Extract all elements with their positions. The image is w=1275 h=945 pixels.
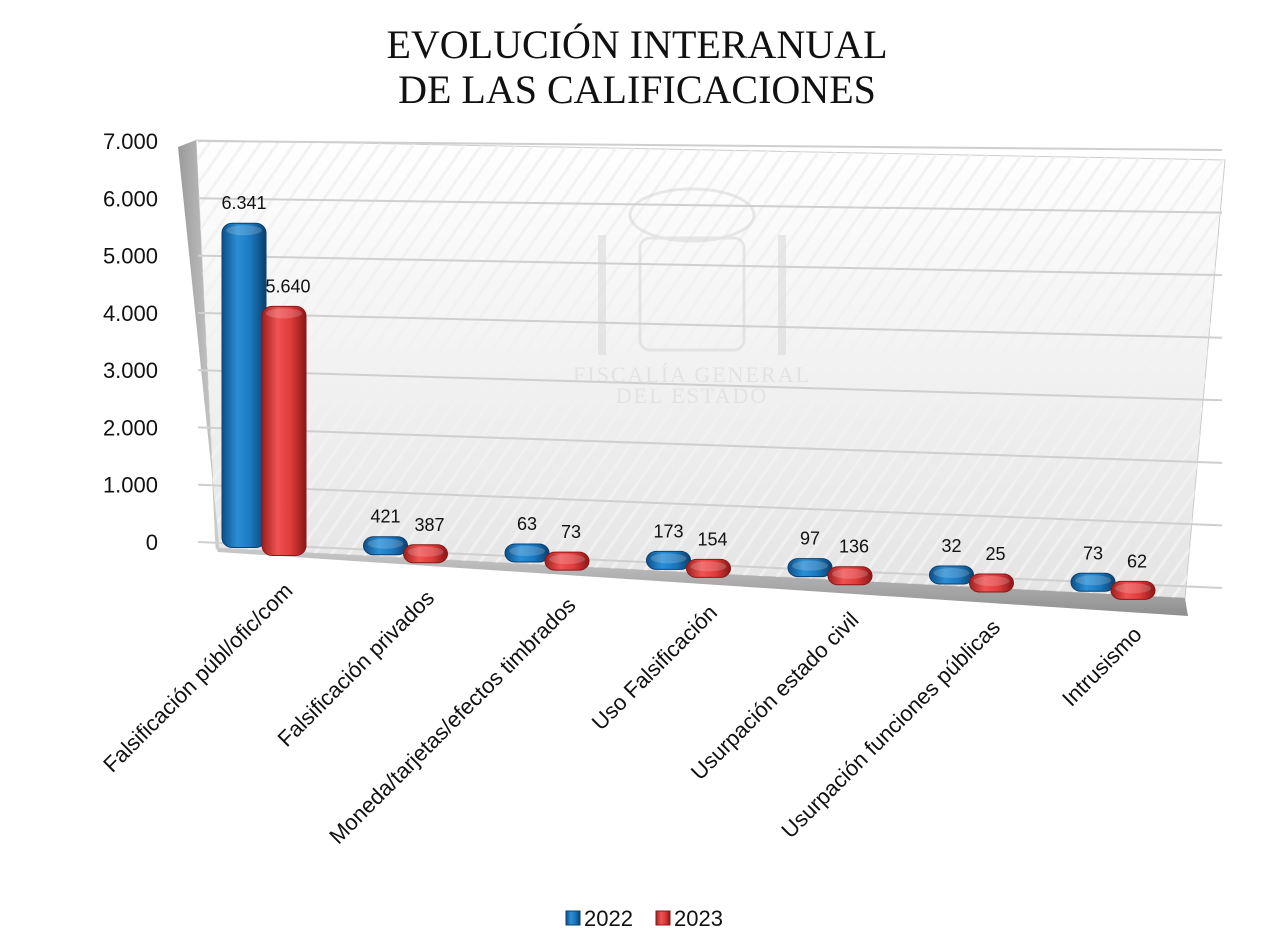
bar-highlight: [226, 225, 262, 236]
value-label-2023-3: 73: [561, 522, 581, 542]
y-tick-label: 5.000: [103, 244, 158, 269]
legend-swatch-2023: [655, 910, 671, 926]
value-label-2023-4: 154: [697, 529, 727, 549]
value-label-2022-1: 6.341: [221, 193, 266, 213]
bar-2023-4: [686, 558, 731, 578]
value-label-2023-5: 136: [839, 537, 869, 557]
floor: [216, 548, 1188, 616]
y-axis-tick-labels: 0 1.000 2.000 3.000 4.000 5.000 6.000 7.000: [103, 129, 158, 555]
value-label-2022-5: 97: [800, 529, 820, 549]
bar-2023-3: [544, 551, 590, 571]
value-label-2022-4: 173: [653, 521, 683, 541]
bar-2022-7: [1070, 572, 1116, 592]
y-tick-label: 1.000: [103, 473, 158, 498]
value-labels: 6.341 5.640 421 387 63 73 173 154 97 136 32 25 73 62: [221, 193, 1147, 571]
gridline: [197, 426, 1223, 464]
gridline: [197, 369, 1223, 402]
y-tick-label: 4.000: [103, 301, 158, 326]
value-label-2022-7: 73: [1083, 543, 1103, 563]
chart-title-line-1: EVOLUCIÓN INTERANUAL: [386, 22, 887, 67]
x-category-label-7: Intrusismo: [1057, 622, 1146, 711]
y-tick-label: 7.000: [103, 129, 158, 154]
bar-highlight: [690, 561, 727, 572]
bar-highlight: [832, 568, 868, 579]
x-category-label-4: Uso Falsificación: [587, 600, 722, 735]
side-wall: [178, 140, 220, 552]
x-category-label-5: Usurpación estado civil: [686, 607, 864, 785]
watermark-text-2: DEL ESTADO: [616, 383, 768, 408]
bar-2023-1: [261, 305, 307, 557]
bar-highlight: [933, 567, 970, 578]
legend: 2022 2023: [565, 906, 723, 931]
bar-2022-5: [787, 558, 833, 578]
emblem-shield-shape: [638, 236, 746, 352]
bar-2023-2: [403, 544, 448, 564]
y-tick-label: 3.000: [103, 358, 158, 383]
x-category-label-3: Moneda/tarjetas/efectos timbrados: [324, 592, 580, 848]
gridline: [197, 140, 1223, 151]
legend-swatch-2022: [565, 910, 581, 926]
y-tick-label: 2.000: [103, 415, 158, 440]
bar-highlight: [650, 553, 687, 564]
bar-highlight: [549, 554, 585, 565]
bar-highlight: [1115, 583, 1151, 594]
bar-2022-2: [363, 536, 408, 556]
bar-highlight: [367, 538, 404, 549]
gridline: [197, 483, 1223, 527]
plot-frame: [178, 139, 1226, 616]
value-label-2022-2: 421: [370, 507, 400, 527]
value-label-2023-1: 5.640: [265, 276, 310, 296]
bar-highlight: [973, 576, 1010, 587]
bars: [221, 222, 1156, 600]
bar-highlight: [792, 560, 828, 571]
back-wall-texture: [196, 140, 1225, 598]
chart-title-line-2: DE LAS CALIFICACIONES: [398, 67, 876, 112]
y-tick-label: 6.000: [103, 186, 158, 211]
emblem-crown-shape: [628, 187, 756, 243]
legend-label-2023: 2023: [674, 906, 723, 931]
y-tick-label: 0: [146, 530, 158, 555]
bar-2022-1: [221, 222, 267, 548]
gridline: [197, 197, 1223, 214]
bar-highlight: [266, 308, 302, 319]
value-label-2022-6: 32: [941, 536, 961, 556]
value-label-2023-6: 25: [985, 544, 1005, 564]
bar-2022-4: [646, 550, 691, 570]
gridline: [197, 311, 1223, 339]
bar-highlight: [407, 546, 444, 557]
bar-2023-5: [827, 566, 873, 586]
x-category-label-1: Falsificación públ/ofic/com: [98, 578, 297, 777]
x-axis-category-labels: Falsificación públ/ofic/comFalsificación…: [98, 578, 1146, 849]
gridline: [197, 254, 1223, 277]
value-label-2023-7: 62: [1127, 551, 1147, 571]
bar-2022-3: [504, 543, 550, 563]
value-label-2022-3: 63: [517, 514, 537, 534]
bar-highlight: [509, 546, 545, 557]
bar-2022-6: [929, 565, 974, 585]
legend-label-2022: 2022: [584, 906, 633, 931]
bar-highlight: [1075, 575, 1111, 586]
bar-2023-6: [969, 573, 1014, 593]
value-label-2023-2: 387: [414, 515, 444, 535]
x-category-label-2: Falsificación privados: [273, 585, 439, 751]
watermark-emblem: FISCALÍA GENERAL DEL ESTADO: [573, 187, 809, 408]
bar-2023-7: [1110, 580, 1156, 600]
